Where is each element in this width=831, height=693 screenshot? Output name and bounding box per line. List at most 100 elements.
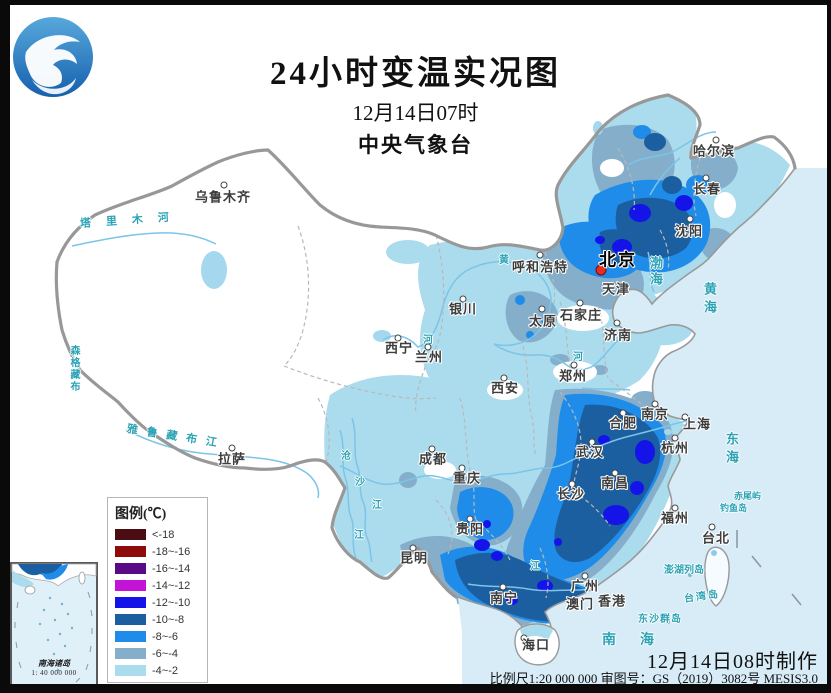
legend-swatch bbox=[115, 563, 146, 574]
legend-row: -14~-12 bbox=[115, 577, 207, 594]
capital-marker-red bbox=[595, 264, 607, 276]
city-label: 银川 bbox=[448, 301, 478, 317]
geo-label: 森格藏布 bbox=[68, 345, 79, 393]
city-label: 沈阳 bbox=[674, 223, 704, 239]
cma-logo bbox=[8, 12, 98, 107]
city-label: 长春 bbox=[692, 181, 722, 197]
city-marker bbox=[538, 305, 546, 313]
city-marker bbox=[568, 480, 576, 488]
city-marker bbox=[459, 295, 467, 303]
city-marker bbox=[611, 469, 619, 477]
city-marker bbox=[712, 136, 720, 144]
geo-label: 黄海 bbox=[702, 282, 717, 318]
city-marker bbox=[708, 523, 716, 531]
inset-map bbox=[10, 562, 98, 691]
city-marker bbox=[536, 251, 544, 259]
legend-label: -18~-16 bbox=[152, 545, 191, 558]
legend-swatch bbox=[115, 546, 146, 557]
legend-label: -12~-10 bbox=[152, 596, 191, 609]
legend-swatch bbox=[115, 665, 146, 676]
legend-row: -18~-16 bbox=[115, 543, 207, 560]
geo-label: 南海 bbox=[602, 631, 678, 647]
city-label: 太原 bbox=[528, 313, 558, 329]
city-marker bbox=[466, 515, 474, 523]
city-marker bbox=[651, 400, 659, 408]
city-marker bbox=[458, 464, 466, 472]
city-marker bbox=[671, 434, 679, 442]
city-label: 长沙 bbox=[556, 486, 586, 502]
geo-label: 东沙群岛 bbox=[638, 614, 682, 625]
geo-label: 澎湖列岛 bbox=[664, 565, 704, 576]
city-label: 北京 bbox=[599, 250, 637, 270]
city-label: 兰州 bbox=[414, 349, 444, 365]
city-marker bbox=[686, 215, 694, 223]
city-label: 武汉 bbox=[575, 444, 605, 460]
city-marker bbox=[570, 361, 578, 369]
city-marker bbox=[619, 409, 627, 417]
city-label: 台北 bbox=[701, 530, 731, 546]
legend-box: 图例(℃) <-18 -18~-16 -16~-14 -14~-12 -12~-10 -1… bbox=[107, 497, 208, 683]
geo-label: 江 bbox=[530, 561, 540, 572]
city-label: 香港 bbox=[597, 593, 627, 609]
legend-label: <-18 bbox=[152, 528, 175, 541]
legend-label: -10~-8 bbox=[152, 613, 185, 626]
legend-label: -6~-4 bbox=[152, 647, 178, 660]
legend-rows: <-18 -18~-16 -16~-14 -14~-12 -12~-10 -10~-8 -8… bbox=[115, 526, 207, 679]
city-marker bbox=[220, 181, 228, 189]
city-marker bbox=[520, 634, 528, 642]
city-label: 广州 bbox=[570, 578, 600, 594]
legend-row: -12~-10 bbox=[115, 594, 207, 611]
legend-swatch bbox=[115, 529, 146, 540]
city-marker bbox=[576, 299, 584, 307]
scale-info: 比例尺1:20 000 000 审图号：GS（2019）3082号 MESIS3… bbox=[489, 671, 818, 686]
city-label: 南宁 bbox=[489, 590, 519, 606]
city-marker bbox=[588, 438, 596, 446]
legend-swatch bbox=[115, 631, 146, 642]
geo-label: 东海 bbox=[724, 432, 739, 468]
city-label: 石家庄 bbox=[559, 307, 603, 323]
cma-logo-graphic bbox=[13, 17, 93, 97]
city-label: 呼和浩特 bbox=[511, 259, 569, 275]
city-marker bbox=[613, 319, 621, 327]
legend-label: -14~-12 bbox=[152, 579, 191, 592]
city-label: 天津 bbox=[601, 281, 631, 297]
legend-swatch bbox=[115, 580, 146, 591]
city-label: 南京 bbox=[640, 406, 670, 422]
legend-row: -8~-6 bbox=[115, 628, 207, 645]
city-label: 重庆 bbox=[452, 470, 482, 486]
geo-label: 河 bbox=[423, 335, 433, 346]
legend-row: -4~-2 bbox=[115, 662, 207, 679]
city-label: 杭州 bbox=[660, 440, 690, 456]
city-marker bbox=[499, 583, 507, 591]
geo-label: 沙 bbox=[355, 477, 365, 488]
legend-label: -4~-2 bbox=[152, 664, 178, 677]
inset-label: 南海诸岛 bbox=[38, 659, 70, 668]
city-label: 海口 bbox=[521, 637, 551, 653]
legend-row: -10~-8 bbox=[115, 611, 207, 628]
city-label: 上海 bbox=[682, 416, 712, 432]
city-label: 福州 bbox=[660, 510, 690, 526]
city-marker bbox=[409, 544, 417, 552]
legend-swatch bbox=[115, 597, 146, 608]
city-marker bbox=[681, 413, 689, 421]
city-label: 贵阳 bbox=[455, 521, 485, 537]
legend-label: -16~-14 bbox=[152, 562, 191, 575]
city-label: 合肥 bbox=[608, 415, 638, 431]
legend-row: <-18 bbox=[115, 526, 207, 543]
city-label: 哈尔滨 bbox=[692, 143, 736, 159]
city-label: 西宁 bbox=[384, 340, 414, 356]
city-label: 西安 bbox=[490, 380, 520, 396]
city-marker bbox=[500, 374, 508, 382]
legend-row: -6~-4 bbox=[115, 645, 207, 662]
geo-label: 江 bbox=[354, 530, 364, 541]
south-china-sea-inset: 南海诸岛 1: 40 000 000 bbox=[10, 562, 98, 691]
legend-swatch bbox=[115, 614, 146, 625]
city-label: 南昌 bbox=[600, 475, 630, 491]
made-time: 12月14日08时制作 bbox=[647, 651, 818, 673]
city-label: 拉萨 bbox=[217, 451, 247, 467]
city-label: 郑州 bbox=[558, 368, 588, 384]
city-label: 乌鲁木齐 bbox=[194, 189, 252, 205]
city-marker bbox=[671, 504, 679, 512]
geo-label: 沧 bbox=[341, 451, 351, 462]
